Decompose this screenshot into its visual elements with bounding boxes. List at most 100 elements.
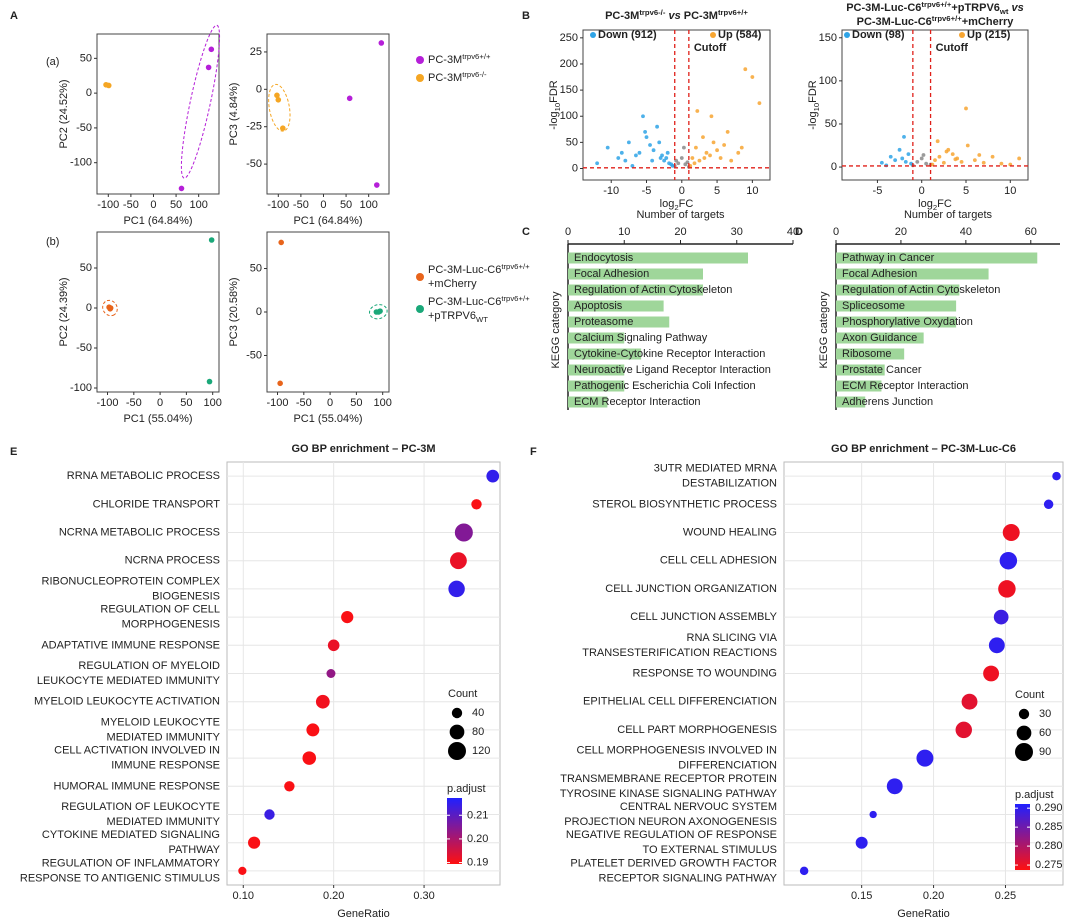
point — [634, 153, 638, 158]
point — [637, 150, 642, 155]
colorbar-label: 0.20 — [467, 833, 488, 845]
legend-label: Up (215) — [967, 29, 1011, 41]
y-tick-label: -25 — [246, 121, 262, 133]
category-label: WOUND HEALING — [683, 527, 777, 539]
bar — [836, 316, 957, 328]
y-tick-label: 50 — [80, 262, 92, 274]
x-tick-label: 40 — [787, 226, 799, 238]
category-label: REGULATION OF MYELOID LEUKOCYTE MEDIATED … — [37, 660, 221, 687]
x-tick-label: -50 — [293, 199, 309, 211]
bar — [568, 300, 664, 312]
plot-frame — [96, 231, 220, 393]
x-tick-label: -50 — [126, 397, 142, 409]
point — [941, 160, 946, 165]
text-segment: 10 — [553, 103, 562, 112]
category-label: CHLORIDE TRANSPORT — [93, 498, 221, 510]
point — [626, 140, 631, 145]
cluster-ellipse — [102, 299, 118, 317]
point — [722, 143, 727, 147]
point — [959, 159, 964, 164]
dot — [315, 694, 330, 709]
x-tick-label: -10 — [603, 185, 619, 197]
dot — [1043, 499, 1054, 510]
x-axis-label: GeneRatio — [337, 908, 390, 920]
point — [750, 75, 755, 79]
point — [879, 160, 884, 165]
dot — [449, 552, 467, 570]
category-label: Ribosome — [842, 348, 892, 360]
point — [964, 106, 968, 111]
cluster-ellipse — [180, 24, 221, 179]
category-label: MYELOID LEUKOCYTE MEDIATED IMMUNITY — [101, 716, 221, 743]
legend-label: Down (98) — [852, 29, 905, 41]
dot — [306, 723, 320, 737]
category-label: ADAPTATIVE IMMUNE RESPONSE — [41, 639, 220, 651]
colorbar-label: 0.275 — [1035, 859, 1063, 871]
text-line: CYTOKINE MEDIATED SIGNALING — [42, 829, 220, 841]
y-tick-label: 0 — [256, 83, 262, 95]
colorbar-label: 0.19 — [467, 857, 488, 869]
point — [999, 161, 1004, 166]
y-tick-label: 25 — [250, 46, 262, 58]
point — [900, 156, 905, 161]
point — [909, 161, 913, 166]
point — [662, 158, 667, 163]
bar — [568, 316, 670, 328]
point — [743, 67, 748, 72]
legend-marker — [416, 56, 424, 64]
text-line: MYELOID LEUKOCYTE ACTIVATION — [34, 696, 220, 708]
point — [277, 380, 283, 387]
text-line: WOUND HEALING — [683, 527, 777, 539]
point — [692, 161, 697, 166]
point — [694, 145, 698, 150]
text-segment: trpv6+/+ — [501, 262, 530, 271]
text-line: MEDIATED IMMUNITY — [107, 816, 221, 828]
colorbar — [1015, 804, 1030, 870]
category-label: MYELOID LEUKOCYTE ACTIVATION — [34, 696, 220, 708]
category-label: Regulation of Actin Cytoskeleton — [842, 284, 1000, 296]
point — [206, 378, 213, 385]
text-segment: log — [660, 198, 675, 210]
category-label: NCRNA METABOLIC PROCESS — [59, 527, 220, 539]
text-line: REGULATION OF MYELOID — [78, 660, 220, 672]
dot — [988, 637, 1005, 654]
text-segment: PC-3M-Luc-C6 — [846, 2, 921, 14]
point — [708, 153, 712, 158]
x-axis-label: PC1 (55.04%) — [293, 413, 362, 425]
text-line: TYROSINE KINASE SIGNALING PATHWAY — [560, 788, 778, 800]
point — [278, 239, 284, 246]
dot — [248, 836, 261, 849]
category-label: NCRNA PROCESS — [125, 555, 220, 567]
point — [701, 135, 705, 140]
dot — [955, 721, 972, 739]
text-line: RNA SLICING VIA — [687, 632, 778, 644]
x-tick-label: -100 — [97, 397, 119, 409]
point — [944, 149, 949, 154]
legend-title: Count — [448, 688, 477, 700]
x-axis-label: Number of targets — [636, 209, 725, 221]
chart-title: GO BP enrichment – PC-3M-Luc-C6 — [831, 443, 1016, 455]
point — [888, 154, 893, 159]
x-tick-label: 0.30 — [413, 890, 434, 902]
bar — [568, 380, 625, 392]
text-segment: trpv6+/+ — [932, 14, 962, 23]
plot-frame — [266, 33, 390, 195]
point — [107, 306, 113, 312]
point — [725, 130, 730, 134]
text-line: CELL CELL ADHESION — [660, 555, 777, 567]
text-segment: PC-3M-Luc-C6 — [857, 16, 932, 28]
category-label: CELL PART MORPHOGENESIS — [617, 724, 777, 736]
text-line: CELL JUNCTION ORGANIZATION — [605, 583, 777, 595]
x-tick-label: 50 — [340, 199, 352, 211]
legend-label: PC-3Mtrpv6+/+ — [428, 52, 491, 67]
category-label: Focal Adhesion — [842, 268, 917, 280]
dot — [1052, 471, 1061, 481]
legend-label: 90 — [1039, 746, 1051, 758]
y-tick-label: 0 — [256, 306, 262, 318]
dot — [799, 866, 809, 876]
point — [729, 158, 734, 163]
point — [919, 156, 924, 161]
cluster-ellipse — [369, 304, 388, 320]
